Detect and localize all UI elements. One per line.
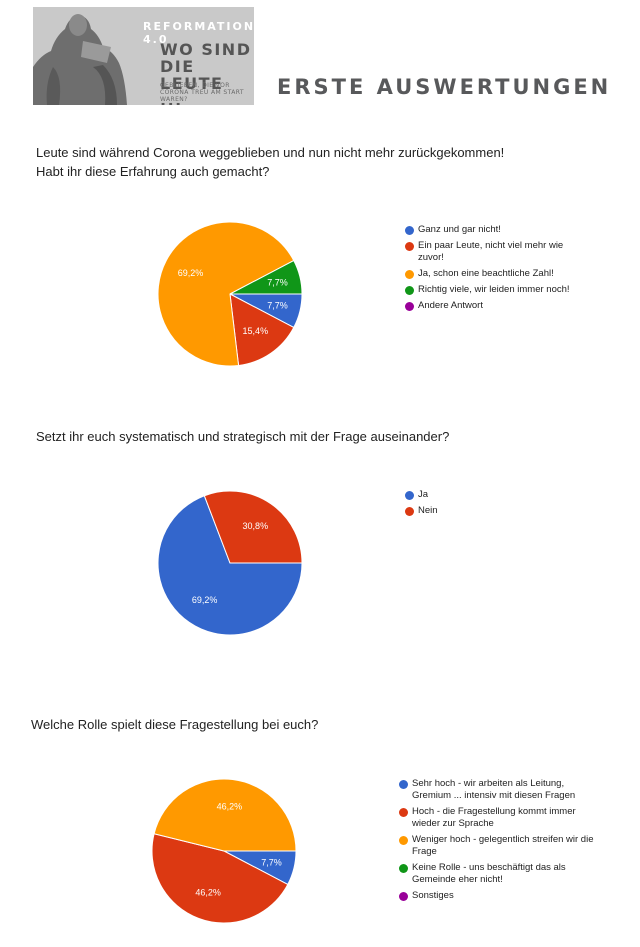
pie-data-label: 69,2% [178, 268, 204, 278]
legend-swatch [399, 892, 408, 901]
pie-slice [203, 490, 303, 564]
legend-1: Ganz und gar nicht! Ein paar Leute, nicht… [405, 224, 585, 316]
pie-data-label: 7,7% [267, 277, 288, 287]
legend-label: Sehr hoch - wir arbeiten als Leitung, Gr… [412, 778, 576, 801]
luther-statue-image [33, 7, 254, 105]
legend-label: Ein paar Leute, nicht viel mehr wie zuvo… [418, 240, 564, 263]
legend-label: Richtig viele, wir leiden immer noch! [418, 284, 570, 295]
pie-data-label: 46,2% [195, 888, 221, 898]
legend-label: Weniger hoch - gelegentlich streifen wir… [412, 834, 594, 857]
page-title: ERSTE AUSWERTUNGEN [277, 75, 612, 99]
header-banner: REFORMATION 4.0 WO SIND DIE LEUTE ... GE… [33, 7, 254, 105]
question-2-title-line: Setzt ihr euch systematisch und strategi… [36, 429, 450, 444]
banner-headline: WO SIND DIE LEUTE ... [160, 40, 252, 105]
question-1-title: Leute sind während Corona weggeblieben u… [36, 143, 504, 181]
legend-label: Ja, schon eine beachtliche Zahl! [418, 268, 554, 279]
legend-swatch [405, 226, 414, 235]
pie-slice [157, 495, 303, 636]
pie-slice [157, 221, 295, 367]
legend-swatch [399, 864, 408, 873]
pie-slice [229, 259, 303, 295]
legend-2: Ja Nein [405, 489, 585, 521]
legend-item: Nein [405, 505, 585, 517]
pie-slice [151, 833, 289, 924]
legend-item: Sonstiges [399, 890, 599, 902]
legend-label: Ganz und gar nicht! [418, 224, 501, 235]
legend-item: Ja, schon eine beachtliche Zahl! [405, 268, 585, 280]
question-3-title: Welche Rolle spielt diese Fragestellung … [31, 715, 318, 734]
pie-slice [153, 778, 297, 852]
pie-slice [229, 293, 295, 367]
legend-swatch [399, 836, 408, 845]
legend-swatch [405, 507, 414, 516]
pie-data-label: 69,2% [192, 595, 218, 605]
pie-data-label: 15,4% [243, 326, 269, 336]
legend-swatch [399, 780, 408, 789]
legend-swatch [405, 286, 414, 295]
legend-swatch [405, 270, 414, 279]
legend-3: Sehr hoch - wir arbeiten als Leitung, Gr… [399, 778, 599, 906]
pie-chart-2: 69,2% 30,8% [157, 490, 303, 636]
legend-item: Weniger hoch - gelegentlich streifen wir… [399, 834, 599, 858]
legend-label: Keine Rolle - uns beschäftigt das als Ge… [412, 862, 566, 885]
legend-swatch [405, 242, 414, 251]
legend-label: Ja [418, 489, 429, 500]
legend-item: Ein paar Leute, nicht viel mehr wie zuvo… [405, 240, 585, 264]
pie-data-label: 30,8% [243, 521, 269, 531]
pie-chart-1: 7,7% 15,4% 69,2% 7,7% [157, 221, 303, 367]
legend-item: Keine Rolle - uns beschäftigt das als Ge… [399, 862, 599, 886]
legend-swatch [405, 302, 414, 311]
legend-label: Sonstiges [412, 890, 454, 901]
banner-subline: GEBLIEBEN, DIE VOR CORONA TREU AM START … [160, 82, 244, 103]
legend-item: Richtig viele, wir leiden immer noch! [405, 284, 585, 296]
legend-item: Ganz und gar nicht! [405, 224, 585, 236]
legend-label: Andere Antwort [418, 300, 483, 311]
legend-swatch [405, 491, 414, 500]
question-1-title-line: Habt ihr diese Erfahrung auch gemacht? [36, 164, 270, 179]
legend-item: Andere Antwort [405, 300, 585, 312]
banner-kicker: REFORMATION 4.0 [143, 20, 254, 46]
question-3-title-line: Welche Rolle spielt diese Fragestellung … [31, 717, 319, 732]
pie-data-label: 7,7% [267, 301, 288, 311]
legend-label: Hoch - die Fragestellung kommt immer wie… [412, 806, 576, 829]
legend-label: Nein [418, 505, 438, 516]
pie-chart-3: 7,7% 46,2% 46,2% [151, 778, 297, 924]
pie-data-label: 46,2% [217, 802, 243, 812]
pie-data-label: 7,7% [261, 858, 282, 868]
legend-swatch [399, 808, 408, 817]
legend-item: Hoch - die Fragestellung kommt immer wie… [399, 806, 599, 830]
legend-item: Ja [405, 489, 585, 501]
question-1-title-line: Leute sind während Corona weggeblieben u… [36, 145, 505, 160]
legend-item: Sehr hoch - wir arbeiten als Leitung, Gr… [399, 778, 599, 802]
question-2-title: Setzt ihr euch systematisch und strategi… [36, 427, 449, 446]
